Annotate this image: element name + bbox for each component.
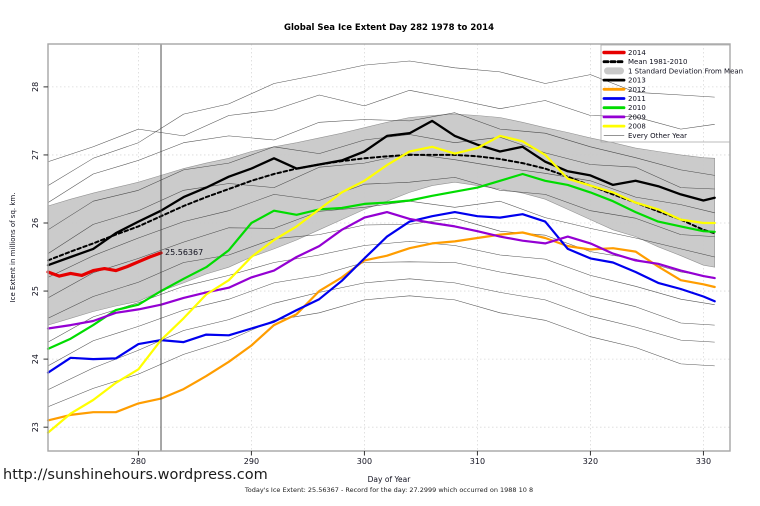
- y-tick-label: 26: [31, 218, 40, 228]
- x-tick-label: 290: [244, 457, 259, 466]
- legend-label: 2013: [628, 77, 646, 85]
- y-axis-label: Ice Extent in millions of sq. km.: [9, 193, 17, 303]
- legend-label: 2008: [628, 123, 646, 131]
- y-tick-label: 25: [31, 286, 40, 296]
- chart-title: Global Sea Ice Extent Day 282 1978 to 20…: [284, 23, 494, 33]
- std-dev-band: [47, 113, 716, 326]
- y-tick-label: 28: [31, 82, 40, 92]
- legend-label: 1 Standard Deviation From Mean: [628, 67, 743, 75]
- today-value-annotation: 25.56367: [165, 248, 203, 257]
- footer-stats-text: Today's Ice Extent: 25.56367 - Record fo…: [244, 486, 534, 494]
- legend-label: Every Other Year: [628, 132, 687, 140]
- site-url-text: http://sunshinehours.wordpress.com: [3, 467, 268, 483]
- plot-border: [47, 43, 731, 452]
- legend-box: [600, 44, 731, 143]
- legend-label: 2011: [628, 95, 646, 103]
- legend-label: 2010: [628, 104, 646, 112]
- legend-band-swatch: [604, 67, 624, 75]
- legend-label: 2014: [628, 49, 646, 57]
- legend-label: Mean 1981-2010: [628, 58, 687, 66]
- other-year-line: [47, 295, 715, 408]
- series-2014-line: [46, 251, 163, 278]
- x-tick-label: 300: [357, 457, 372, 466]
- y-tick-label: 23: [31, 422, 40, 432]
- x-tick-label: 330: [696, 457, 711, 466]
- y-tick-label: 27: [31, 150, 40, 160]
- y-tick-label: 24: [31, 354, 40, 364]
- x-tick-label: 320: [583, 457, 598, 466]
- x-tick-label: 280: [131, 457, 146, 466]
- legend-label: 2012: [628, 86, 646, 94]
- legend-label: 2009: [628, 113, 646, 121]
- x-axis-label: Day of Year: [368, 475, 412, 484]
- x-tick-label: 310: [470, 457, 485, 466]
